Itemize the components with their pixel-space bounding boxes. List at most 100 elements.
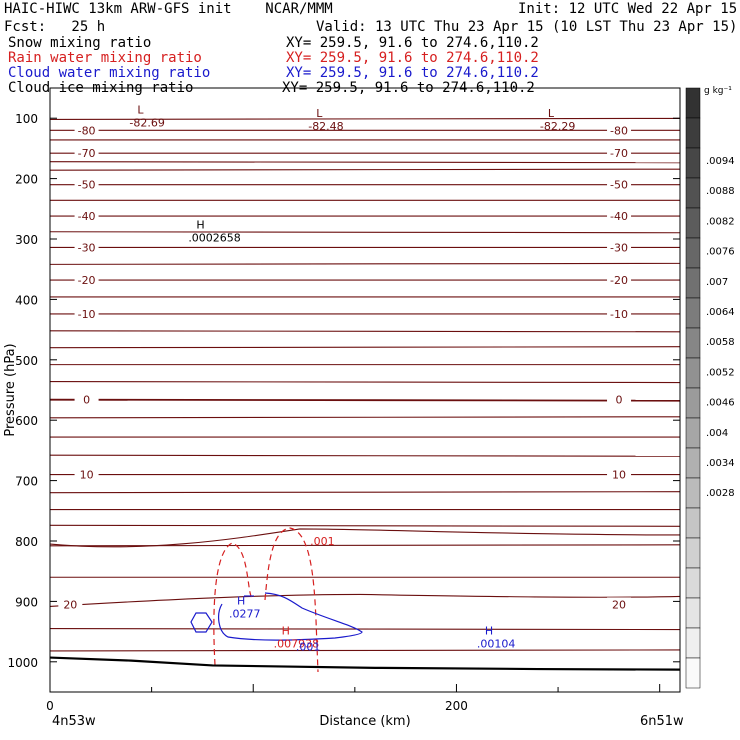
isotherm-line [49, 380, 681, 384]
isotherm-label-bg [74, 177, 99, 191]
isotherm-line [49, 524, 681, 527]
isotherm-line [49, 262, 681, 265]
isotherm-label: 10 [612, 469, 626, 482]
colorbar-swatch [685, 447, 701, 479]
colorbar-swatch [685, 567, 701, 599]
extremum-marker: H [196, 219, 204, 232]
rain-contour-left [213, 542, 253, 666]
extremum-marker: L [316, 107, 323, 120]
extremum-value: .00104 [477, 638, 515, 651]
extremum-marker: L [137, 103, 144, 116]
cloud-water-contours [190, 592, 363, 641]
colorbar-label: .0034 [706, 458, 735, 469]
isotherm-line [49, 398, 681, 402]
colorbar-swatch [685, 357, 701, 389]
isotherm-line [49, 161, 681, 164]
forecast-hour: Fcst: 25 h [4, 19, 106, 35]
field-name-rain: Rain water mixing ratio [8, 50, 202, 66]
colorbar-swatch [685, 537, 701, 569]
y-tick-label: 400 [15, 293, 38, 307]
colorbar-swatch [685, 417, 701, 449]
isotherm-label-bg [607, 240, 632, 254]
valid-time: Valid: 13 UTC Thu 23 Apr 15 (10 LST Thu … [316, 19, 738, 35]
isotherm-label: 10 [80, 469, 94, 482]
isotherm-label: -10 [78, 308, 96, 321]
field-xy-cloud-water: XY= 259.5, 91.6 to 274.6,110.2 [286, 65, 539, 81]
colorbar-label: .0046 [706, 398, 735, 409]
x-axis: 0 200 [46, 684, 661, 713]
colorbar-label: .007 [706, 277, 728, 288]
y-tick-label: 300 [15, 233, 38, 247]
init-time: Init: 12 UTC Wed 22 Apr 15 [518, 1, 738, 17]
field-xy-rain: XY= 259.5, 91.6 to 274.6,110.2 [286, 50, 539, 66]
colorbar-swatch [685, 237, 701, 269]
y-tick-label: 1000 [7, 656, 38, 670]
cloud-contour-label: .001 [296, 641, 321, 654]
isotherm-label: -80 [610, 124, 628, 137]
isotherm-label: -50 [610, 179, 628, 192]
isotherm-line [49, 330, 681, 333]
isotherm-label: -50 [78, 179, 96, 192]
terrain-line [49, 656, 681, 671]
isotherm-line [49, 528, 681, 548]
isotherm-label-bg [74, 273, 99, 287]
isotherm-line [49, 117, 681, 120]
y-tick-label: 500 [15, 354, 38, 368]
field-name-cloud-water: Cloud water mixing ratio [8, 65, 211, 81]
isotherm-label: -20 [78, 274, 96, 287]
colorbar-label: .0094 [706, 156, 735, 167]
isotherm-line [49, 491, 681, 494]
colorbar-label: .0076 [706, 247, 735, 258]
isotherm-label-bg [74, 123, 99, 137]
colorbar-label: .004 [706, 428, 728, 439]
rain-contour-right [264, 527, 319, 673]
y-tick-label: 800 [15, 535, 38, 549]
colorbar-swatch [685, 507, 701, 539]
extremum-value: .0002658 [188, 232, 241, 245]
isotherm-label: -40 [78, 210, 96, 223]
isotherm-label-bg [74, 240, 99, 254]
x-tick-label: 0 [46, 699, 54, 713]
contour-labels: L-82.69L-82.48L-82.29H.0002658H.0277H.00… [129, 103, 575, 653]
y-tick-label: 900 [15, 595, 38, 609]
isotherm-label-bg [607, 392, 632, 406]
colorbar-swatch [685, 267, 701, 299]
y-axis-label: Pressure (hPa) [3, 343, 18, 436]
colorbar-swatch [685, 87, 701, 119]
temperature-contours: -80 -80 -70 -70 -50 -50 -40 -40 -30 -30 -20 -20 -10 -… [49, 117, 681, 652]
isotherm-line [49, 231, 681, 234]
y-tick-label: 700 [15, 475, 38, 489]
isotherm-label-bg [607, 273, 632, 287]
colorbar: .0094 .0088 .0082 .0076 .007 .0064 .0058 .0052.… [685, 86, 735, 689]
colorbar-swatch [685, 207, 701, 239]
isotherm-line [49, 454, 681, 457]
isotherm-line [49, 628, 681, 631]
colorbar-swatch [685, 387, 701, 419]
isotherm-line [49, 649, 681, 652]
x-tick-label: 200 [445, 699, 468, 713]
colorbar-unit: g kg⁻¹ [704, 86, 732, 96]
isotherm-label: -20 [610, 274, 628, 287]
isotherm-label-bg [58, 597, 83, 611]
colorbar-label: .0052 [706, 367, 735, 378]
colorbar-label: .0088 [706, 186, 735, 197]
extremum-value: -82.69 [129, 116, 164, 129]
colorbar-swatch [685, 627, 701, 659]
y-tick-label: 600 [15, 414, 38, 428]
isotherm-line [49, 593, 681, 607]
colorbar-swatch [685, 327, 701, 359]
isotherm-label: -10 [610, 308, 628, 321]
isotherm-label: -30 [78, 241, 96, 254]
right-location: 6n51w [640, 714, 684, 729]
isotherm-label-bg [74, 146, 99, 160]
colorbar-label: .0058 [706, 337, 735, 348]
colorbar-swatch [685, 147, 701, 179]
isotherm-label: 20 [612, 598, 626, 611]
isotherm-label-bg [607, 209, 632, 223]
rain-contour-label: .001 [310, 535, 335, 548]
extremum-marker: H [237, 594, 245, 607]
x-axis-label: Distance (km) [319, 714, 410, 729]
colorbar-swatch [685, 597, 701, 629]
colorbar-label: .0082 [706, 216, 735, 227]
